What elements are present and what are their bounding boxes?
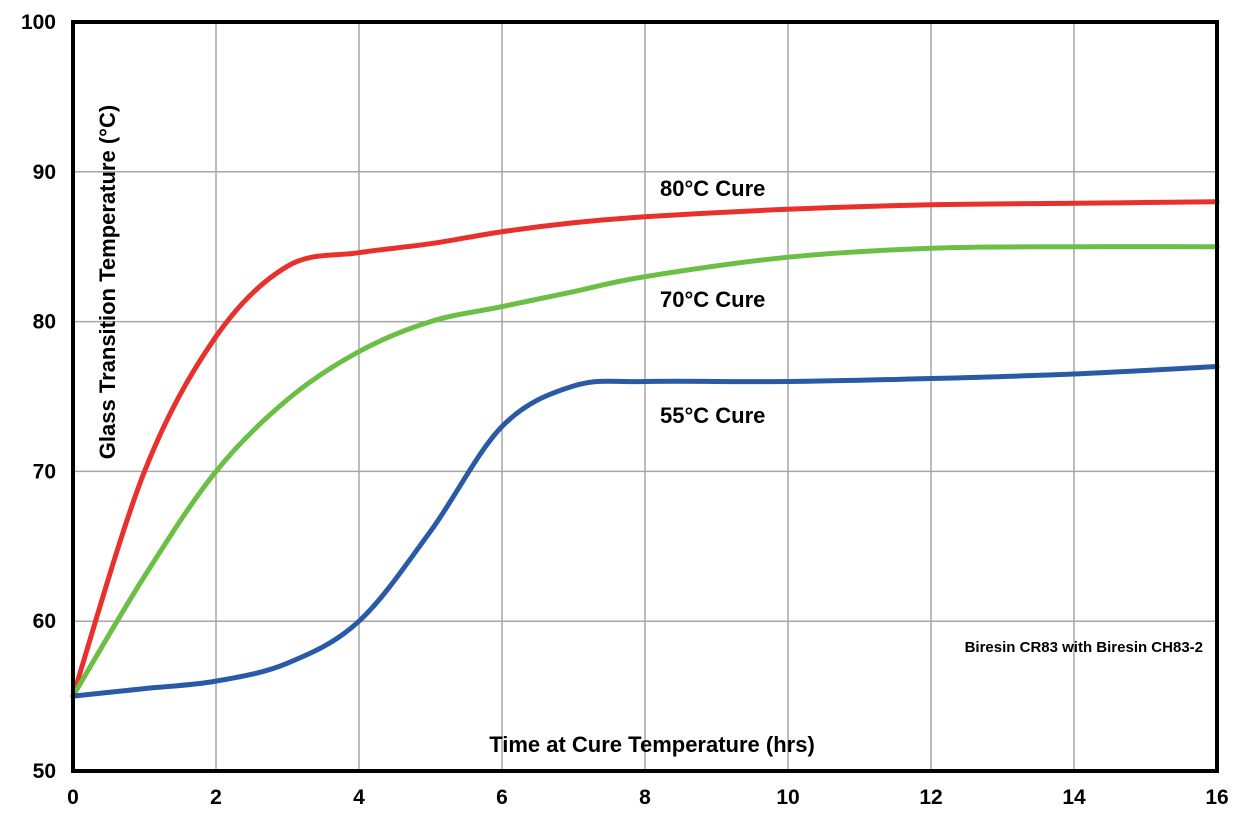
x-tick-label: 6 [496, 786, 508, 809]
x-tick-label: 10 [776, 786, 799, 809]
series-label-70c: 70°C Cure [660, 287, 765, 312]
x-tick-label: 2 [210, 786, 222, 809]
series-line-55c [70, 364, 1220, 699]
x-tick-label: 4 [353, 786, 365, 809]
gridlines [72, 21, 1218, 772]
y-tick-label: 90 [33, 161, 56, 184]
y-tick-label: 80 [33, 311, 56, 334]
x-tick-label: 8 [639, 786, 651, 809]
series-label-80c: 80°C Cure [660, 176, 765, 201]
series-label-55c: 55°C Cure [660, 403, 765, 428]
plot-frame [71, 20, 1219, 773]
x-tick-label: 0 [67, 786, 79, 809]
y-tick-label: 100 [21, 11, 56, 34]
series-lines [70, 199, 1220, 699]
chart-annotation: Biresin CR83 with Biresin CH83-2 [965, 639, 1203, 656]
x-tick-label: 12 [919, 786, 942, 809]
series-line-80c [70, 199, 1220, 699]
x-tick-label: 14 [1062, 786, 1086, 809]
x-tick-label: 16 [1205, 786, 1228, 809]
y-tick-label: 60 [33, 610, 56, 633]
series-line-70c [70, 244, 1220, 699]
tick-labels: 0 2 4 6 8 10 12 14 16 50 60 70 80 90 100 [21, 11, 1229, 809]
y-tick-label: 70 [33, 460, 56, 483]
x-axis-title: Time at Cure Temperature (hrs) [489, 732, 815, 757]
y-tick-label: 50 [33, 760, 56, 783]
y-axis-title: Glass Transition Temperature (°C) [95, 105, 120, 459]
